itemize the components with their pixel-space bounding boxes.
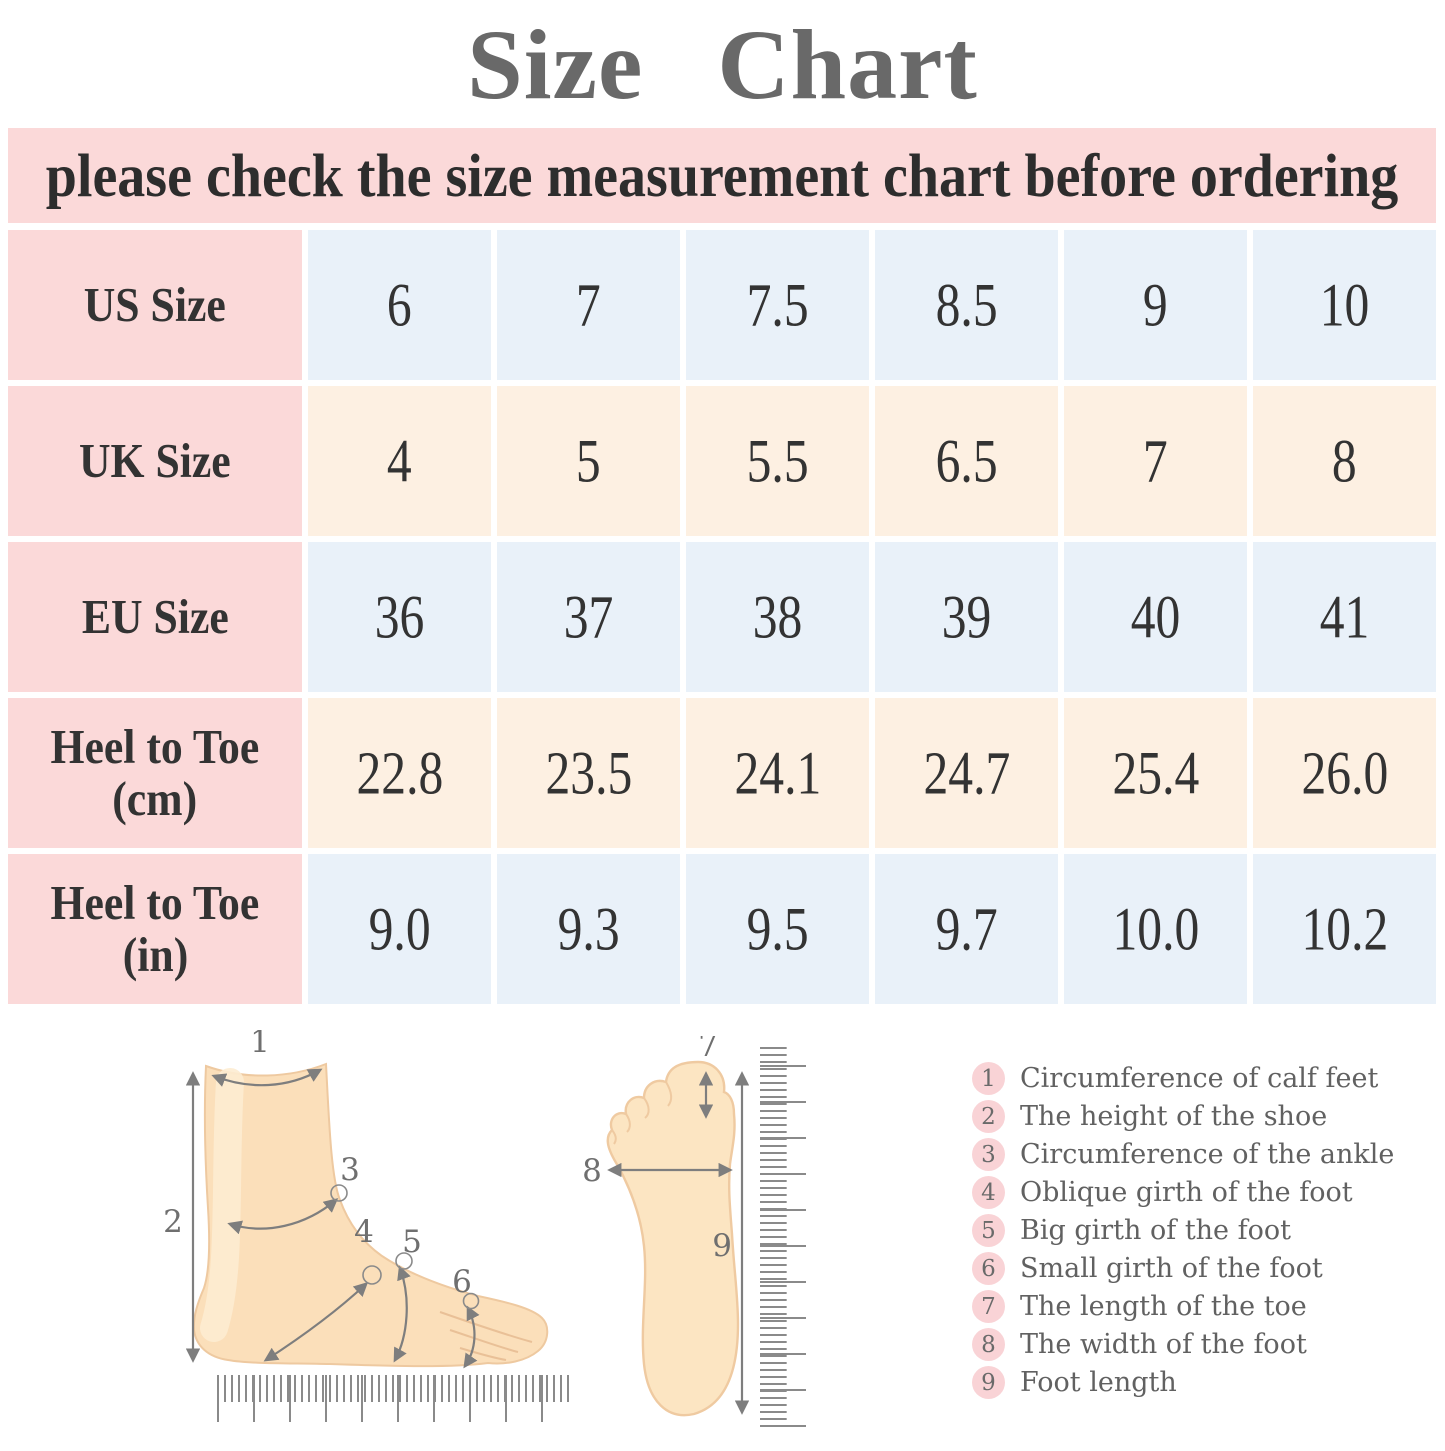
marker-8: 8 (582, 1153, 602, 1189)
size-cell: 24.7 (875, 698, 1058, 848)
size-cell: 23.5 (497, 698, 680, 848)
size-cell: 7 (497, 230, 680, 380)
legend-number-badge: 3 (972, 1138, 1005, 1171)
size-cell: 9.5 (686, 854, 869, 1004)
marker-2: 2 (163, 1204, 183, 1240)
legend-number-badge: 4 (972, 1176, 1005, 1209)
row-label-uk-size: UK Size (8, 386, 302, 536)
legend-label: Foot length (1020, 1367, 1177, 1398)
legend-label: The width of the foot (1020, 1329, 1307, 1360)
measurement-figures: 1 2 3 4 5 6 (0, 1004, 1445, 1445)
size-cell: 6.5 (875, 386, 1058, 536)
size-cell: 6 (308, 230, 491, 380)
size-cell: 10.0 (1064, 854, 1247, 1004)
legend-label: Big girth of the foot (1020, 1215, 1291, 1246)
size-cell: 9.0 (308, 854, 491, 1004)
row-label-us-size: US Size (8, 230, 302, 380)
size-cell: 37 (497, 542, 680, 692)
notice-banner-text: please check the size measurement chart … (45, 141, 1399, 210)
page-title: Size Chart (467, 9, 978, 120)
size-cell: 5.5 (686, 386, 869, 536)
size-cell: 26.0 (1253, 698, 1436, 848)
marker-3: 3 (340, 1152, 360, 1188)
row-label-text: UK Size (79, 433, 231, 488)
marker-7: 7 (698, 1036, 718, 1064)
measurement-legend: 1 Circumference of calf feet 2 The heigh… (972, 1062, 1394, 1399)
size-cell: 8 (1253, 386, 1436, 536)
side-foot-diagram: 1 2 3 4 5 6 (163, 1030, 549, 1369)
size-cell: 40 (1064, 542, 1247, 692)
row-label-text: US Size (83, 277, 227, 332)
legend-number-badge: 2 (972, 1100, 1005, 1133)
legend-number-badge: 5 (972, 1214, 1005, 1247)
size-cell: 36 (308, 542, 491, 692)
legend-item: 9 Foot length (972, 1366, 1394, 1399)
legend-number-badge: 1 (972, 1062, 1005, 1095)
legend-label: Small girth of the foot (1020, 1253, 1323, 1284)
size-cell: 39 (875, 542, 1058, 692)
legend-item: 3 Circumference of the ankle (972, 1138, 1394, 1171)
legend-number-badge: 9 (972, 1366, 1005, 1399)
row-label-unit: (in) (122, 927, 188, 982)
size-cell: 8.5 (875, 230, 1058, 380)
legend-item: 8 The width of the foot (972, 1328, 1394, 1361)
legend-item: 2 The height of the shoe (972, 1100, 1394, 1133)
notice-banner: please check the size measurement chart … (8, 128, 1436, 223)
size-cell: 25.4 (1064, 698, 1247, 848)
marker-1: 1 (250, 1030, 270, 1060)
row-label-text: EU Size (81, 589, 229, 644)
marker-9: 9 (712, 1228, 732, 1264)
vertical-ruler (760, 1047, 806, 1427)
row-label-text: Heel to Toe (50, 874, 260, 930)
legend-item: 4 Oblique girth of the foot (972, 1176, 1394, 1209)
legend-label: The height of the shoe (1020, 1101, 1328, 1132)
legend-item: 1 Circumference of calf feet (972, 1062, 1394, 1095)
row-label-unit: (cm) (112, 771, 198, 826)
marker-6: 6 (452, 1264, 472, 1300)
legend-item: 6 Small girth of the foot (972, 1252, 1394, 1285)
size-cell: 10.2 (1253, 854, 1436, 1004)
legend-label: Circumference of the ankle (1020, 1139, 1395, 1170)
legend-number-badge: 8 (972, 1328, 1005, 1361)
size-table: US Size 6 7 7.5 8.5 9 10 UK Size 4 5 5.5… (8, 230, 1436, 1004)
legend-number-badge: 6 (972, 1252, 1005, 1285)
legend-item: 7 The length of the toe (972, 1290, 1394, 1323)
size-cell: 4 (308, 386, 491, 536)
size-cell: 9.3 (497, 854, 680, 1004)
size-cell: 7 (1064, 386, 1247, 536)
horizontal-ruler (217, 1375, 573, 1422)
legend-number-badge: 7 (972, 1290, 1005, 1323)
size-cell: 9.7 (875, 854, 1058, 1004)
row-label-heel-to-toe-in: Heel to Toe (in) (8, 854, 302, 1004)
size-cell: 10 (1253, 230, 1436, 380)
size-cell: 24.1 (686, 698, 869, 848)
legend-label: The length of the toe (1020, 1291, 1307, 1322)
sole-foot-diagram: 7 8 9 (582, 1036, 750, 1417)
size-cell: 38 (686, 542, 869, 692)
row-label-text: Heel to Toe (50, 718, 260, 774)
legend-label: Oblique girth of the foot (1020, 1177, 1353, 1208)
size-cell: 7.5 (686, 230, 869, 380)
row-label-eu-size: EU Size (8, 542, 302, 692)
size-cell: 22.8 (308, 698, 491, 848)
size-cell: 5 (497, 386, 680, 536)
legend-item: 5 Big girth of the foot (972, 1214, 1394, 1247)
legend-label: Circumference of calf feet (1020, 1063, 1379, 1094)
marker-5: 5 (402, 1224, 422, 1260)
size-cell: 9 (1064, 230, 1247, 380)
size-cell: 41 (1253, 542, 1436, 692)
marker-4: 4 (354, 1214, 374, 1250)
row-label-heel-to-toe-cm: Heel to Toe (cm) (8, 698, 302, 848)
